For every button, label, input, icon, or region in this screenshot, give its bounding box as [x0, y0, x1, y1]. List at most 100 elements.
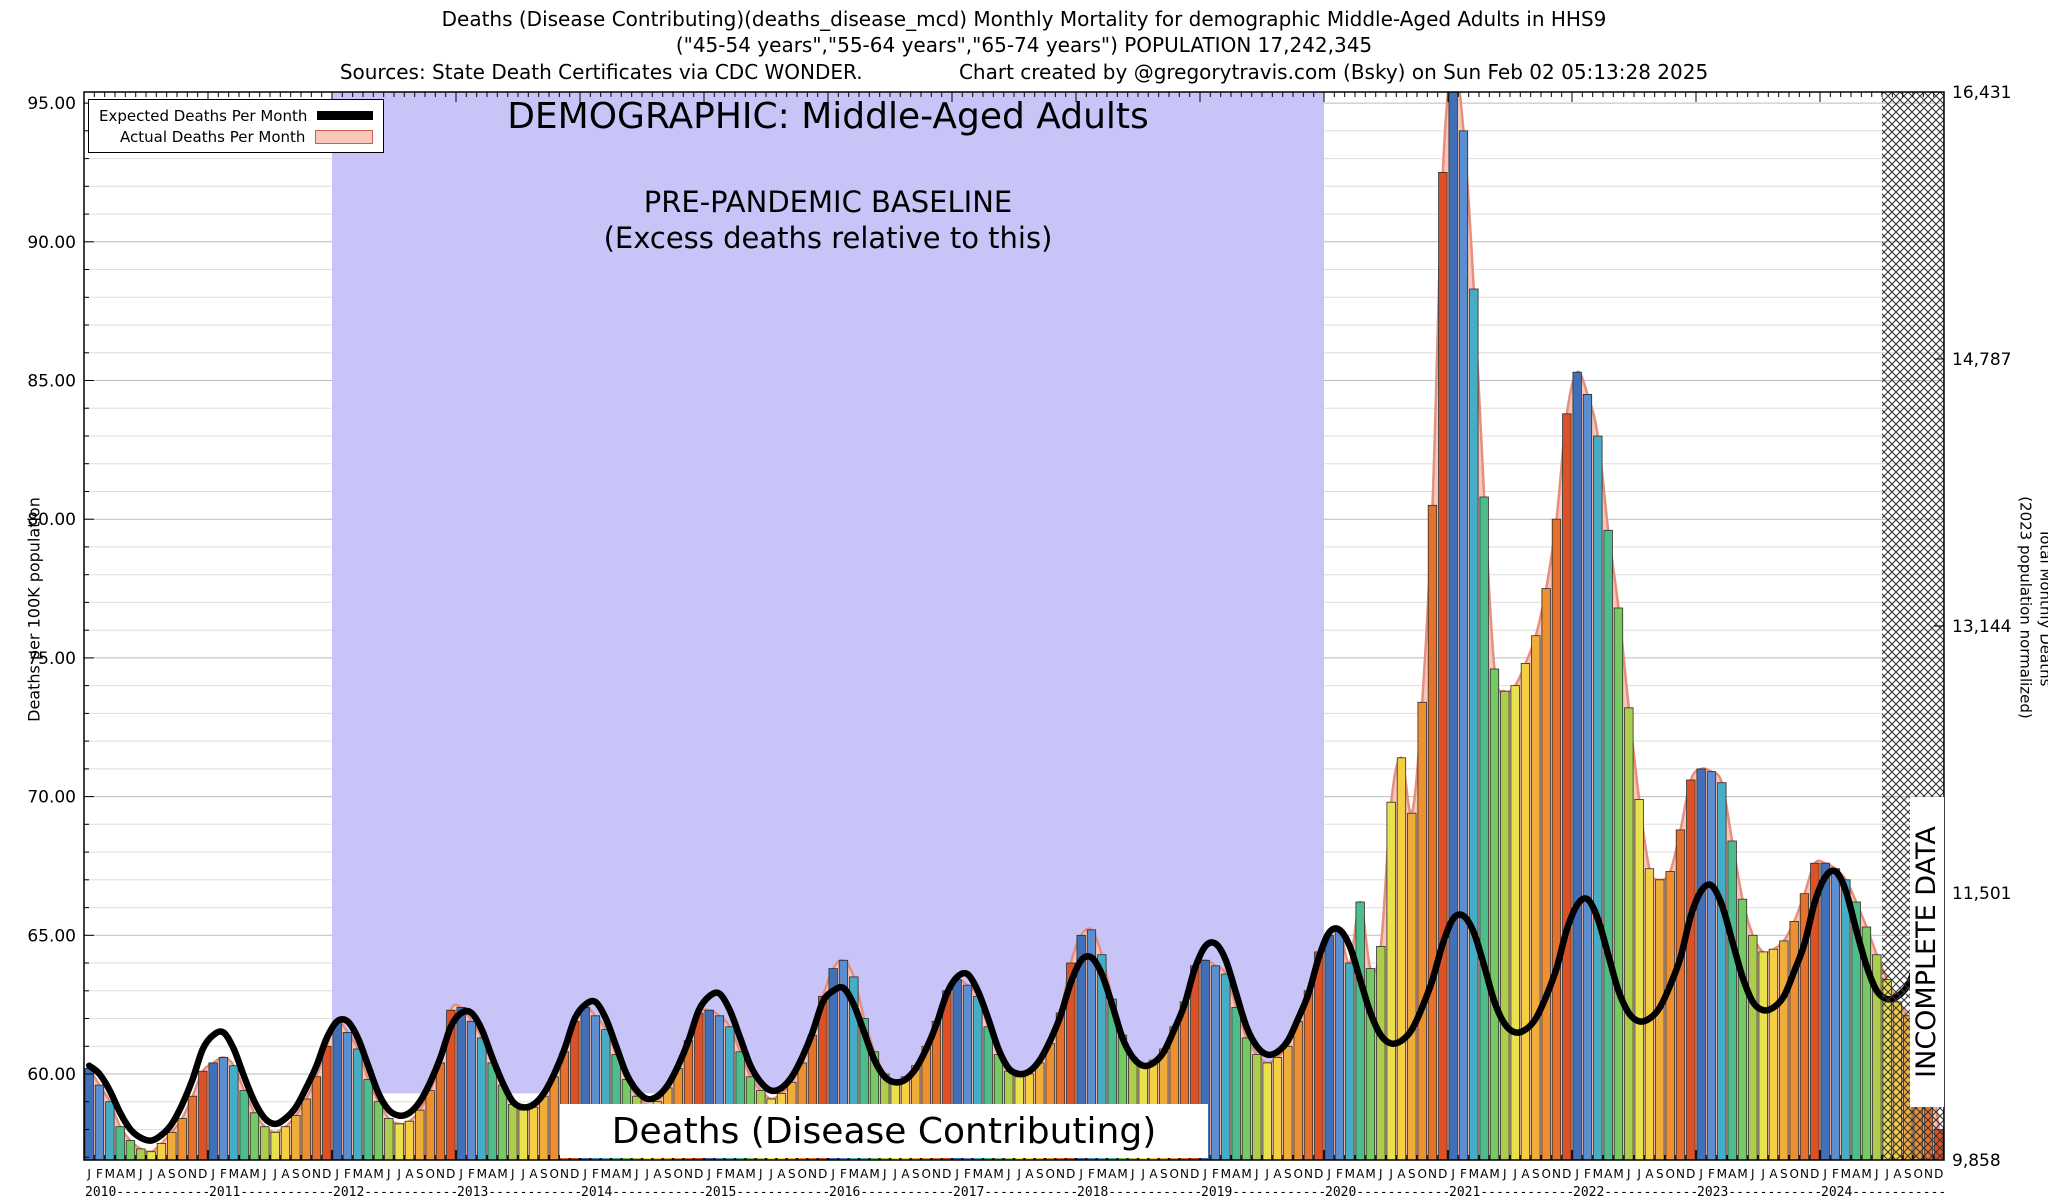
svg-text:A: A: [1025, 1167, 1034, 1181]
svg-text:70.00: 70.00: [27, 788, 76, 808]
svg-text:D: D: [446, 1167, 455, 1181]
svg-text:O: O: [1169, 1167, 1178, 1181]
svg-text:M: M: [229, 1167, 239, 1181]
svg-text:O: O: [549, 1167, 558, 1181]
svg-text:J: J: [1388, 1167, 1393, 1181]
svg-text:A: A: [1645, 1167, 1654, 1181]
svg-text:M: M: [621, 1167, 631, 1181]
chart-title-line3: Sources: State Death Certificates via CD…: [0, 59, 2048, 85]
expected-line-swatch: [317, 111, 374, 120]
svg-text:11,501: 11,501: [1952, 884, 2011, 904]
svg-text:J: J: [1750, 1167, 1755, 1181]
svg-text:M: M: [1841, 1167, 1851, 1181]
svg-text:N: N: [436, 1167, 445, 1181]
svg-text:2012------------: 2012------------: [333, 1185, 458, 1200]
svg-text:N: N: [1800, 1167, 1809, 1181]
svg-text:2024------------: 2024------------: [1821, 1185, 1946, 1200]
svg-text:N: N: [560, 1167, 569, 1181]
svg-text:J: J: [1378, 1167, 1383, 1181]
svg-text:F: F: [1336, 1167, 1343, 1181]
credit-text: Chart created by @gregorytravis.com (Bsk…: [958, 59, 1709, 84]
svg-text:J: J: [830, 1167, 835, 1181]
svg-text:M: M: [1345, 1167, 1355, 1181]
svg-text:O: O: [1913, 1167, 1922, 1181]
svg-text:D: D: [198, 1167, 207, 1181]
svg-text:F: F: [1708, 1167, 1715, 1181]
svg-text:A: A: [777, 1167, 786, 1181]
svg-text:2018------------: 2018------------: [1077, 1185, 1202, 1200]
svg-text:J: J: [86, 1167, 91, 1181]
svg-text:60.00: 60.00: [27, 1065, 76, 1085]
svg-text:F: F: [344, 1167, 351, 1181]
svg-text:J: J: [1016, 1167, 1021, 1181]
svg-text:A: A: [860, 1167, 869, 1181]
chart-title-line2: ("45-54 years","55-64 years","65-74 year…: [675, 33, 1373, 58]
demographic-annotation: DEMOGRAPHIC: Middle-Aged Adults: [507, 96, 1149, 137]
svg-text:2010------------: 2010------------: [85, 1185, 210, 1200]
svg-text:90.00: 90.00: [27, 233, 76, 253]
svg-text:N: N: [1304, 1167, 1313, 1181]
right-tick-labels: 9,858 11,501 13,144 14,787 16,431: [1952, 83, 2011, 1171]
svg-text:O: O: [425, 1167, 434, 1181]
svg-text:M: M: [1593, 1167, 1603, 1181]
svg-text:J: J: [1698, 1167, 1703, 1181]
svg-text:A: A: [1769, 1167, 1778, 1181]
svg-text:A: A: [653, 1167, 662, 1181]
svg-text:A: A: [1480, 1167, 1489, 1181]
svg-text:D: D: [1190, 1167, 1199, 1181]
actual-bar-swatch: [315, 129, 374, 144]
svg-text:J: J: [892, 1167, 897, 1181]
svg-text:D: D: [694, 1167, 703, 1181]
legend-expected-row: Expected Deaths Per Month: [99, 105, 374, 126]
svg-text:A: A: [405, 1167, 414, 1181]
svg-text:J: J: [882, 1167, 887, 1181]
svg-text:A: A: [612, 1167, 621, 1181]
svg-text:J: J: [1450, 1167, 1455, 1181]
svg-text:A: A: [984, 1167, 993, 1181]
svg-text:J: J: [1626, 1167, 1631, 1181]
svg-text:F: F: [1832, 1167, 1839, 1181]
svg-text:J: J: [1884, 1167, 1889, 1181]
svg-text:J: J: [582, 1167, 587, 1181]
svg-text:A: A: [364, 1167, 373, 1181]
svg-text:2022------------: 2022------------: [1573, 1185, 1698, 1200]
legend: Expected Deaths Per Month Actual Deaths …: [88, 99, 385, 153]
svg-text:A: A: [1604, 1167, 1613, 1181]
svg-text:D: D: [942, 1167, 951, 1181]
svg-text:J: J: [1502, 1167, 1507, 1181]
svg-text:M: M: [1489, 1167, 1499, 1181]
right-axis-label-line1: Total Monthly Deaths: [2036, 528, 2048, 687]
svg-text:A: A: [1232, 1167, 1241, 1181]
svg-text:J: J: [272, 1167, 277, 1181]
svg-text:16,431: 16,431: [1952, 83, 2011, 103]
svg-text:S: S: [168, 1167, 176, 1181]
svg-text:N: N: [1676, 1167, 1685, 1181]
svg-text:D: D: [1686, 1167, 1695, 1181]
svg-text:J: J: [768, 1167, 773, 1181]
svg-text:S: S: [1656, 1167, 1664, 1181]
svg-text:F: F: [716, 1167, 723, 1181]
svg-text:J: J: [396, 1167, 401, 1181]
svg-text:J: J: [634, 1167, 639, 1181]
svg-text:J: J: [148, 1167, 153, 1181]
svg-text:A: A: [1893, 1167, 1902, 1181]
svg-text:J: J: [1760, 1167, 1765, 1181]
svg-text:J: J: [1822, 1167, 1827, 1181]
series-label-box: Deaths (Disease Contributing): [560, 1104, 1208, 1158]
svg-text:N: N: [1056, 1167, 1065, 1181]
svg-text:2015------------: 2015------------: [705, 1185, 830, 1200]
svg-text:2017------------: 2017------------: [953, 1185, 1078, 1200]
svg-text:S: S: [1780, 1167, 1788, 1181]
svg-text:S: S: [1904, 1167, 1912, 1181]
svg-text:M: M: [249, 1167, 259, 1181]
svg-text:S: S: [292, 1167, 300, 1181]
svg-text:J: J: [1254, 1167, 1259, 1181]
svg-text:D: D: [1314, 1167, 1323, 1181]
svg-text:J: J: [386, 1167, 391, 1181]
svg-text:O: O: [1417, 1167, 1426, 1181]
svg-text:D: D: [818, 1167, 827, 1181]
svg-text:M: M: [1241, 1167, 1251, 1181]
svg-text:M: M: [869, 1167, 879, 1181]
svg-text:O: O: [1541, 1167, 1550, 1181]
svg-text:J: J: [210, 1167, 215, 1181]
